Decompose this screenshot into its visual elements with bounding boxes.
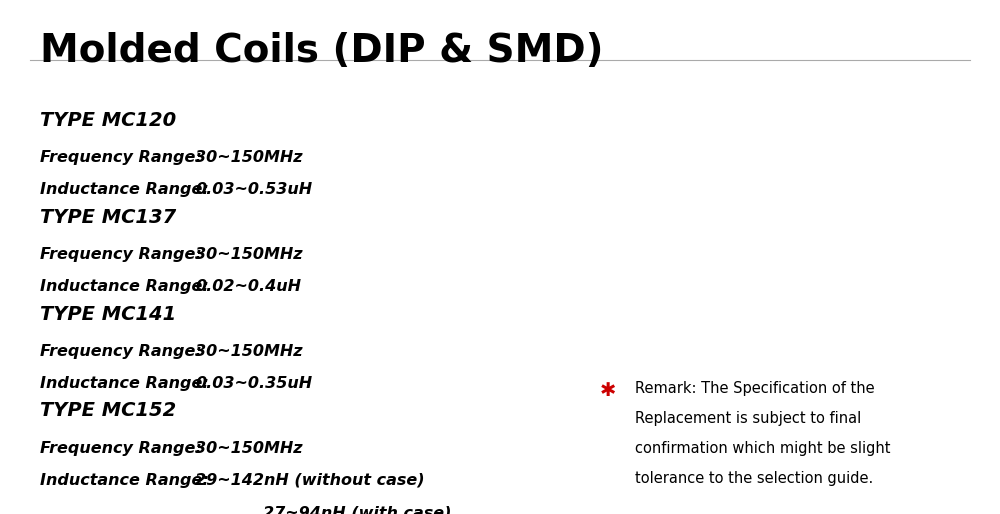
Text: 0.02~0.4uH: 0.02~0.4uH xyxy=(195,279,301,294)
Text: TYPE MC152: TYPE MC152 xyxy=(40,401,176,420)
Text: 27~94nH (with case): 27~94nH (with case) xyxy=(263,505,452,514)
Text: 30~150MHz: 30~150MHz xyxy=(195,150,303,165)
Text: Frequency Range:: Frequency Range: xyxy=(40,440,207,455)
Text: Inductance Range:: Inductance Range: xyxy=(40,473,214,488)
Text: Inductance Range:: Inductance Range: xyxy=(40,182,214,197)
Text: ✱: ✱ xyxy=(600,381,616,400)
Text: tolerance to the selection guide.: tolerance to the selection guide. xyxy=(635,471,873,486)
Text: 30~150MHz: 30~150MHz xyxy=(195,440,303,455)
Text: Frequency Range:: Frequency Range: xyxy=(40,150,207,165)
Text: Inductance Range:: Inductance Range: xyxy=(40,279,214,294)
Text: Frequency Range:: Frequency Range: xyxy=(40,247,207,262)
Text: confirmation which might be slight: confirmation which might be slight xyxy=(635,440,891,455)
Text: TYPE MC137: TYPE MC137 xyxy=(40,208,176,227)
Text: 0.03~0.53uH: 0.03~0.53uH xyxy=(195,182,312,197)
Text: 0.03~0.35uH: 0.03~0.35uH xyxy=(195,376,312,391)
Text: 29~142nH (without case): 29~142nH (without case) xyxy=(195,473,425,488)
Text: TYPE MC120: TYPE MC120 xyxy=(40,111,176,130)
Text: Replacement is subject to final: Replacement is subject to final xyxy=(635,411,861,426)
Text: TYPE MC141: TYPE MC141 xyxy=(40,304,176,323)
Text: 30~150MHz: 30~150MHz xyxy=(195,247,303,262)
Text: Remark: The Specification of the: Remark: The Specification of the xyxy=(635,381,875,396)
Text: 30~150MHz: 30~150MHz xyxy=(195,344,303,359)
Text: Frequency Range:: Frequency Range: xyxy=(40,344,207,359)
Text: Inductance Range:: Inductance Range: xyxy=(40,376,214,391)
Text: Molded Coils (DIP & SMD): Molded Coils (DIP & SMD) xyxy=(40,32,604,70)
